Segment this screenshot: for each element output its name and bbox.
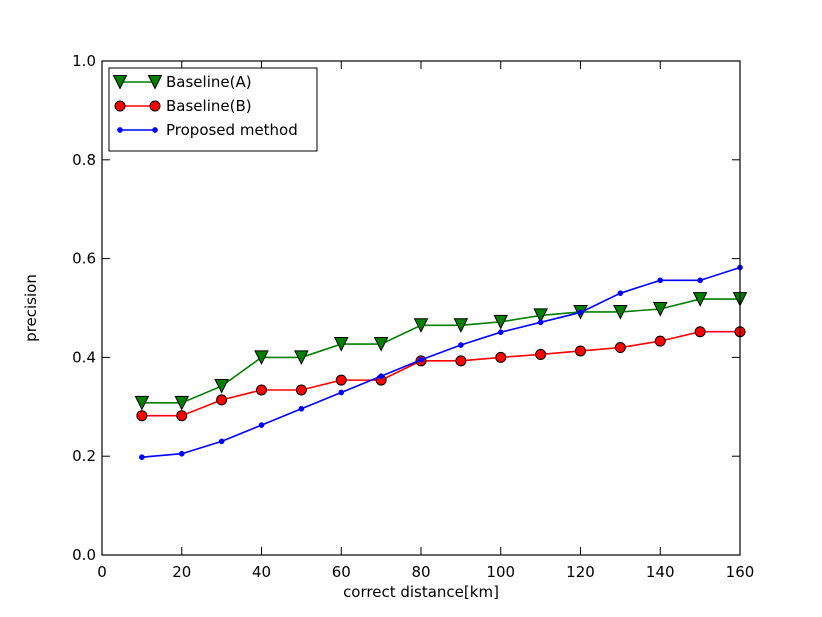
data-point [614,342,626,354]
axes-layer: 0 20 40 60 80 100 120 140 160 0.0 0.2 0.4 0.6 0.8 1.0 [72,52,754,581]
legend-marker [147,75,163,90]
legend-label: Baseline(B) [166,97,252,115]
data-point [258,422,265,428]
data-point [654,335,666,347]
data-point [533,308,548,324]
data-point [298,405,305,412]
data-point [613,304,628,320]
data-point [413,318,429,333]
x-tick-label: 160 [726,563,755,581]
legend-label: Baseline(A) [166,73,252,91]
data-point [139,454,145,461]
x-tick-label: 140 [646,563,675,581]
data-point [458,342,464,348]
data-point [178,450,185,457]
legend-marker [114,100,126,112]
series-1 [134,292,748,411]
y-tick-label: 1.0 [72,52,96,70]
data-point [174,395,190,411]
data-point [176,410,188,422]
data-point [218,438,225,445]
x-tick-label: 60 [332,563,351,581]
x-tick-label: 100 [486,563,515,581]
data-point [294,350,309,366]
data-point [254,350,269,366]
x-tick-label: 0 [97,563,107,581]
data-point [216,394,228,406]
y-axis-label: precision [22,274,40,342]
y-tick-label: 0.8 [72,151,96,169]
y-tick-label: 0.4 [72,348,96,366]
data-point [497,329,504,336]
y-tick-label: 0.2 [72,447,96,465]
data-point [652,301,668,317]
data-point [617,290,624,297]
legend-marker [117,127,123,133]
data-point [495,351,507,363]
data-point [692,292,708,307]
series-3 [139,264,743,461]
data-point [418,357,424,363]
series-layer [134,264,748,461]
data-point [338,389,345,396]
data-point [493,314,509,330]
data-point [694,326,706,338]
data-point [453,318,469,333]
legend: Baseline(A) Baseline(B) Proposed method [108,67,318,152]
data-point [136,410,148,422]
legend-marker [112,75,128,90]
x-tick-label: 120 [566,563,595,581]
x-tick-label: 40 [252,563,271,581]
data-point [378,373,384,380]
legend-item: Proposed method [117,121,298,139]
y-tick-label: 0.6 [72,250,96,268]
x-axis-label: correct distance[km] [343,583,499,601]
data-point [657,277,664,284]
series-line [141,298,740,404]
data-point [697,277,703,284]
data-point [256,384,267,396]
data-point [295,384,307,396]
legend-marker [149,100,161,112]
data-point [333,337,349,352]
series-line [141,266,741,458]
legend-label: Proposed method [166,121,298,139]
legend-marker [152,127,158,133]
data-point [535,348,547,360]
series-2 [136,326,746,422]
series-line [141,330,740,417]
data-point [214,379,229,394]
x-tick-label: 80 [411,563,430,581]
data-point [455,355,467,367]
data-point [577,309,584,316]
data-point [134,395,150,411]
data-point [335,374,347,386]
data-point [537,319,544,326]
data-point [575,345,586,357]
legend-item: Baseline(B) [114,97,252,115]
legend-item: Baseline(A) [112,73,252,91]
data-point [373,337,389,352]
x-tick-label: 20 [172,563,191,581]
y-tick-label: 0.0 [72,546,96,564]
